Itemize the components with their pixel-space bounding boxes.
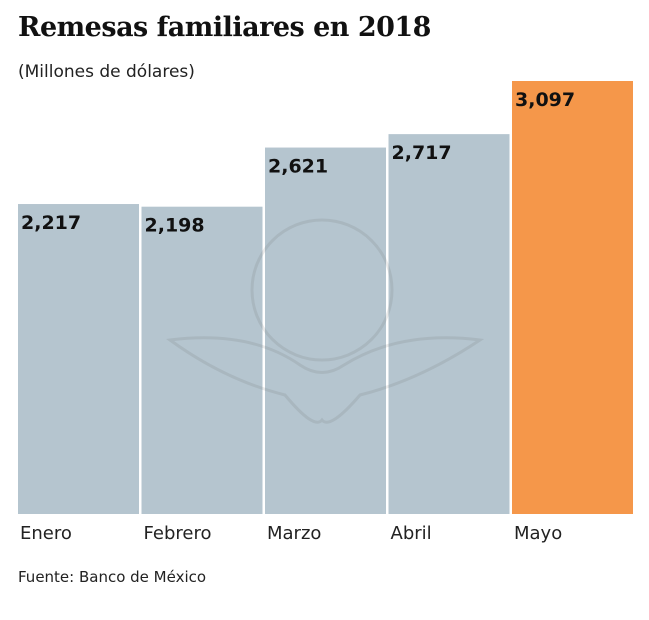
bar-mayo — [512, 81, 633, 514]
x-tick-label: Mayo — [514, 523, 562, 544]
x-tick-label: Abril — [391, 523, 432, 544]
data-label: 2,198 — [145, 215, 205, 237]
bar-chart: 2,217 Enero 2,198 Febrero 2,621 Marzo 2,717 Abr… — [18, 81, 633, 544]
x-tick-label: Enero — [20, 523, 72, 544]
x-tick-label: Febrero — [144, 523, 212, 544]
chart-title: Remesas familiares en 2018 — [18, 12, 431, 43]
watermark-logo — [166, 218, 485, 424]
data-label: 2,621 — [268, 156, 328, 178]
data-label: 2,717 — [392, 142, 452, 164]
data-label: 2,217 — [21, 212, 81, 234]
bar-enero — [18, 204, 139, 514]
bar-marzo — [265, 147, 386, 515]
data-label: 3,097 — [515, 89, 575, 111]
x-tick-label: Marzo — [267, 523, 321, 544]
chart-subtitle: (Millones de dólares) — [18, 62, 195, 82]
source-note: Fuente: Banco de México — [18, 568, 207, 586]
bar-febrero — [141, 206, 263, 514]
bar-abril — [388, 134, 510, 514]
